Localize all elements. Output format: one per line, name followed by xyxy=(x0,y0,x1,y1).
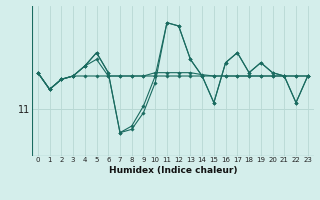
X-axis label: Humidex (Indice chaleur): Humidex (Indice chaleur) xyxy=(108,166,237,175)
